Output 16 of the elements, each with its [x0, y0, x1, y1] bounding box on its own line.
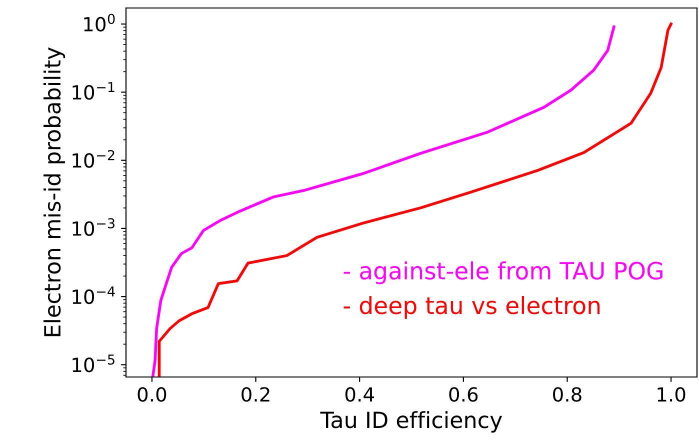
x-tick-label: 0.4: [345, 387, 374, 402]
y-tick-label: 10$^{0}$: [84, 14, 115, 32]
x-tick-label: 0.0: [138, 387, 166, 402]
y-tick-label: 10$^{−4}$: [72, 286, 115, 304]
x-tick-label: 0.2: [242, 387, 270, 402]
x-tick-label: 1.0: [658, 387, 686, 402]
x-tick-label: 0.8: [553, 387, 582, 402]
y-tick-label: 10$^{−1}$: [72, 82, 114, 100]
text: - against-ele from TAU POG: [344, 261, 662, 284]
y-tick-label: 10$^{−5}$: [72, 354, 114, 372]
text: - deep tau vs electron: [344, 296, 600, 319]
y-tick-label: 10$^{−3}$: [72, 218, 114, 236]
y-tick-label: 10$^{−2}$: [72, 150, 114, 168]
y-axis-title: Electron mis-id probability: [44, 47, 66, 336]
x-axis-title: Tau ID efficiency: [320, 411, 502, 433]
x-tick-label: 0.6: [449, 387, 478, 402]
